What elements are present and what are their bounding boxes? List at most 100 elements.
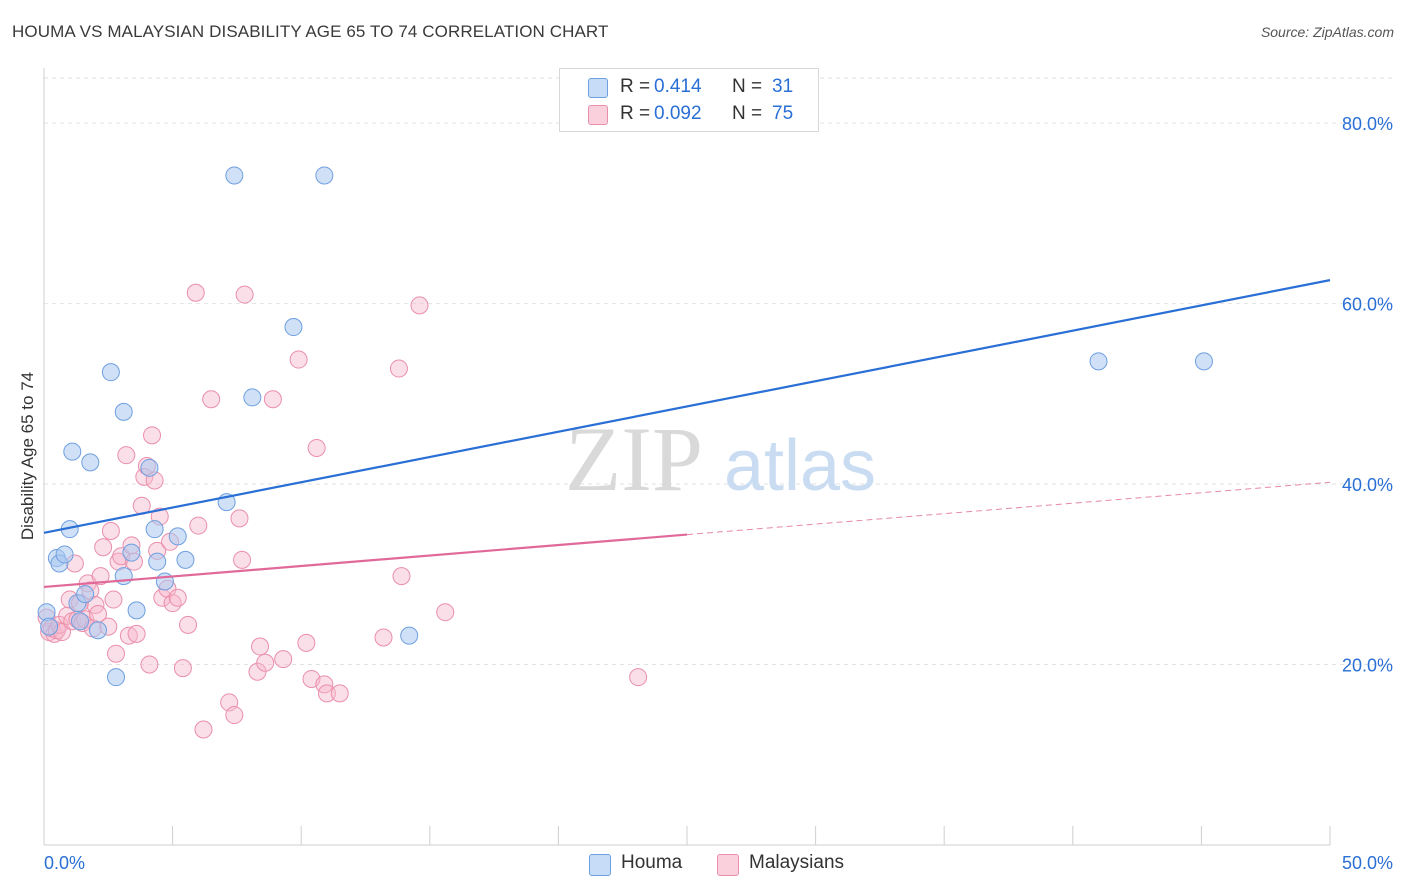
malaysians-point bbox=[186, 283, 205, 302]
malaysians-point bbox=[101, 521, 120, 540]
houma-point bbox=[114, 402, 133, 421]
x-tick-label: 0.0% bbox=[44, 853, 85, 873]
series-legend: Houma Malaysians bbox=[0, 852, 1406, 880]
malaysians-point bbox=[317, 684, 336, 703]
n-value: 31 bbox=[772, 76, 794, 97]
watermark-zip: ZIP bbox=[565, 408, 703, 510]
houma-swatch bbox=[588, 78, 608, 98]
malaysians-point bbox=[143, 426, 162, 445]
malaysians-point bbox=[163, 594, 182, 613]
houma-point bbox=[1194, 352, 1213, 371]
watermark: ZIP atlas bbox=[565, 408, 876, 510]
malaysians-point bbox=[189, 516, 208, 535]
r-label: R = bbox=[620, 76, 651, 97]
y-axis-label: Disability Age 65 to 74 bbox=[18, 372, 37, 540]
chart-title: HOUMA VS MALAYSIAN DISABILITY AGE 65 TO … bbox=[12, 22, 609, 41]
houma-point bbox=[145, 520, 164, 539]
malaysians-point bbox=[436, 603, 455, 622]
n-label: N = bbox=[732, 103, 763, 124]
malaysians-point bbox=[392, 567, 411, 586]
houma-point bbox=[122, 543, 141, 562]
houma-point bbox=[140, 458, 159, 477]
watermark-atlas: atlas bbox=[724, 426, 876, 506]
houma-point bbox=[176, 550, 195, 569]
malaysians-point bbox=[107, 644, 126, 663]
malaysians-points bbox=[37, 283, 648, 739]
houma-point bbox=[63, 442, 82, 461]
malaysians-point bbox=[230, 509, 249, 528]
r-value: 0.092 bbox=[654, 103, 702, 124]
r-label: R = bbox=[620, 103, 651, 124]
houma-point bbox=[89, 621, 108, 640]
malaysians-point bbox=[104, 590, 123, 609]
malaysians-point bbox=[251, 637, 270, 656]
malaysians-point bbox=[248, 662, 267, 681]
malaysians-point bbox=[297, 633, 316, 652]
houma-point bbox=[1089, 352, 1108, 371]
houma-point bbox=[114, 567, 133, 586]
malaysians-trend-line bbox=[43, 533, 688, 589]
malaysians-point bbox=[274, 650, 293, 669]
malaysians-point bbox=[256, 653, 275, 672]
malaysians-point bbox=[173, 659, 192, 678]
houma-swatch bbox=[589, 854, 611, 876]
houma-point bbox=[76, 585, 95, 604]
y-tick-label: 60.0% bbox=[1342, 295, 1393, 315]
malaysians-point bbox=[289, 350, 308, 369]
houma-point bbox=[315, 166, 334, 185]
malaysians-point bbox=[179, 615, 198, 634]
legend-label: Malaysians bbox=[749, 852, 845, 873]
houma-point bbox=[225, 166, 244, 185]
houma-point bbox=[71, 612, 90, 631]
houma-point bbox=[400, 626, 419, 645]
r-value: 0.414 bbox=[654, 76, 702, 97]
y-tick-label: 80.0% bbox=[1342, 114, 1393, 134]
houma-trend-line bbox=[43, 279, 1331, 534]
houma-point bbox=[40, 617, 59, 636]
gridlines bbox=[44, 77, 1393, 666]
trend-lines bbox=[43, 279, 1331, 589]
n-value: 75 bbox=[772, 103, 794, 124]
malaysians-point bbox=[225, 706, 244, 725]
houma-point bbox=[168, 527, 187, 546]
malaysians-point bbox=[307, 438, 326, 457]
n-label: N = bbox=[732, 76, 763, 97]
houma-point bbox=[243, 388, 262, 407]
malaysians-point bbox=[194, 720, 213, 739]
houma-point bbox=[127, 601, 146, 620]
malaysians-point bbox=[629, 668, 648, 687]
legend-label: Houma bbox=[621, 852, 683, 873]
houma-point bbox=[81, 453, 100, 472]
malaysians-swatch bbox=[717, 854, 739, 876]
malaysians-point bbox=[117, 446, 136, 465]
y-tick-label: 40.0% bbox=[1342, 475, 1393, 495]
houma-point bbox=[101, 363, 120, 382]
malaysians-swatch bbox=[588, 105, 608, 125]
houma-point bbox=[148, 552, 167, 571]
malaysians-point bbox=[235, 285, 254, 304]
malaysians-point bbox=[119, 626, 138, 645]
malaysians-point bbox=[202, 390, 221, 409]
x-tick-label: 50.0% bbox=[1342, 853, 1393, 873]
malaysians-point bbox=[410, 296, 429, 315]
axes bbox=[43, 68, 1331, 846]
malaysians-point bbox=[374, 628, 393, 647]
malaysians-trend-extension bbox=[686, 481, 1331, 536]
malaysians-point bbox=[140, 655, 159, 674]
malaysians-point bbox=[389, 359, 408, 378]
malaysians-point bbox=[263, 390, 282, 409]
malaysians-point bbox=[168, 588, 187, 607]
malaysians-point bbox=[330, 684, 349, 703]
y-tick-label: 20.0% bbox=[1342, 656, 1393, 676]
malaysians-point bbox=[233, 550, 252, 569]
houma-point bbox=[284, 318, 303, 337]
houma-point bbox=[107, 668, 126, 687]
source-label: Source: ZipAtlas.com bbox=[1260, 24, 1394, 40]
tick-labels: 20.0% 40.0% 60.0% 80.0% 0.0% 50.0% bbox=[44, 114, 1393, 873]
stats-legend: R = 0.414 N = 31 R = 0.092 N = 75 bbox=[559, 68, 819, 132]
houma-point bbox=[55, 545, 74, 564]
malaysians-point bbox=[91, 567, 110, 586]
malaysians-point bbox=[127, 624, 146, 643]
malaysians-point bbox=[94, 538, 113, 557]
